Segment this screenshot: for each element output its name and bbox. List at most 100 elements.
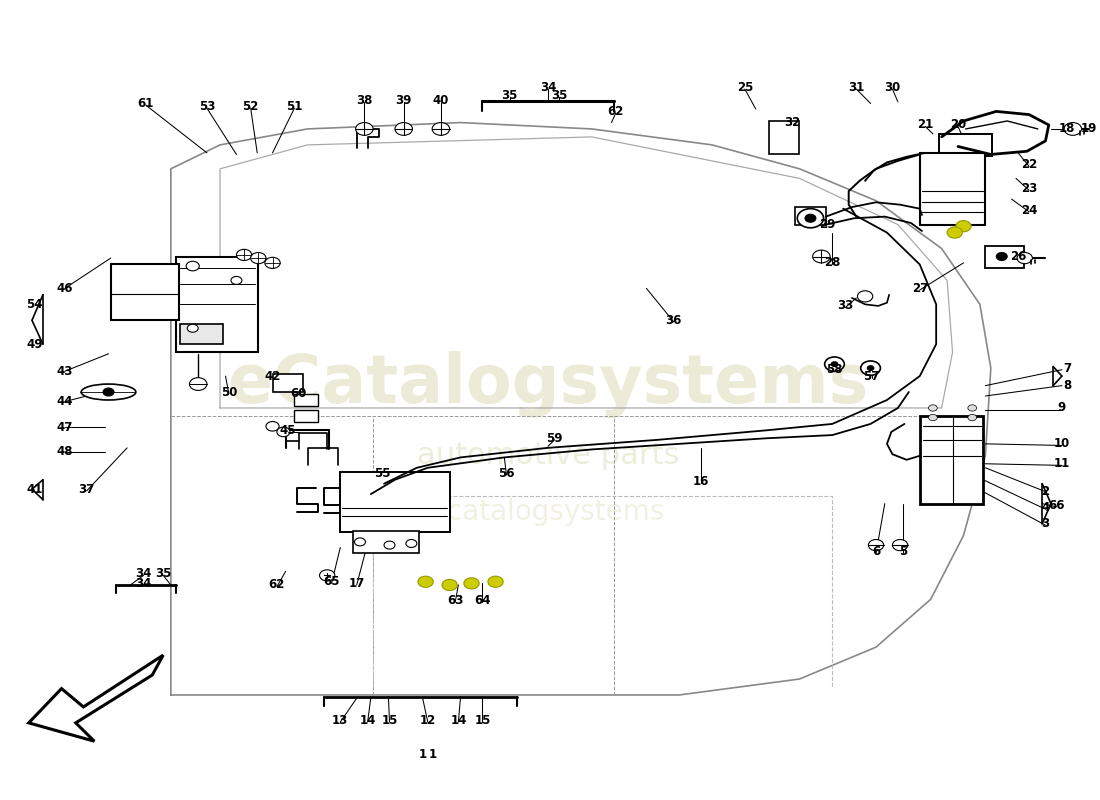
Bar: [273, 374, 304, 392]
Text: 35: 35: [551, 89, 568, 102]
Text: 54: 54: [26, 298, 43, 311]
Text: 37: 37: [78, 482, 95, 496]
Text: 15: 15: [474, 714, 491, 727]
Text: 62: 62: [607, 105, 624, 118]
Bar: [769, 121, 800, 154]
Text: 27: 27: [912, 282, 928, 295]
Text: 15: 15: [382, 714, 398, 727]
Text: 29: 29: [818, 218, 835, 231]
Text: 5: 5: [899, 545, 907, 558]
Text: 10: 10: [1054, 438, 1070, 450]
Bar: [353, 530, 419, 553]
Text: 13: 13: [332, 714, 349, 727]
Text: 8: 8: [1064, 379, 1071, 392]
Circle shape: [805, 214, 816, 222]
Text: 52: 52: [242, 100, 258, 113]
Circle shape: [860, 361, 880, 375]
Bar: [939, 134, 992, 156]
Text: 42: 42: [264, 370, 280, 382]
Circle shape: [277, 427, 290, 437]
Text: 16: 16: [693, 475, 710, 488]
Text: 14: 14: [450, 714, 466, 727]
Text: 51: 51: [286, 100, 302, 113]
Circle shape: [868, 539, 883, 550]
Text: 28: 28: [824, 256, 840, 270]
Circle shape: [798, 209, 824, 228]
Circle shape: [395, 122, 412, 135]
Bar: [295, 394, 318, 406]
Text: eCatalogsystems: eCatalogsystems: [228, 350, 869, 418]
Text: 56: 56: [498, 467, 515, 480]
Circle shape: [813, 250, 830, 263]
Circle shape: [236, 250, 252, 261]
Text: 66: 66: [1048, 498, 1065, 512]
Text: 34: 34: [540, 81, 557, 94]
Circle shape: [956, 221, 971, 232]
Text: 12: 12: [419, 714, 436, 727]
Text: 39: 39: [396, 94, 411, 106]
Circle shape: [968, 405, 977, 411]
Text: 46: 46: [56, 282, 73, 295]
Text: 47: 47: [56, 421, 73, 434]
Circle shape: [103, 388, 114, 396]
Circle shape: [832, 362, 838, 366]
Text: 1: 1: [429, 748, 438, 762]
Text: 58: 58: [826, 363, 843, 376]
Text: 35: 35: [155, 567, 172, 580]
Text: 26: 26: [1010, 250, 1026, 263]
Bar: [295, 410, 318, 422]
Text: 23: 23: [1021, 182, 1037, 195]
Text: 7: 7: [1064, 362, 1071, 374]
Text: 14: 14: [360, 714, 376, 727]
Text: 59: 59: [547, 432, 563, 445]
Text: 35: 35: [502, 89, 518, 102]
Text: 43: 43: [56, 365, 73, 378]
Text: 45: 45: [279, 424, 296, 437]
Text: 18: 18: [1059, 122, 1076, 135]
Text: 38: 38: [356, 94, 373, 106]
Text: 22: 22: [1021, 158, 1037, 171]
Text: 60: 60: [290, 387, 307, 400]
Circle shape: [464, 578, 480, 589]
Bar: [179, 324, 223, 344]
Text: 57: 57: [864, 370, 880, 382]
Circle shape: [968, 414, 977, 421]
Text: 62: 62: [268, 578, 285, 591]
Bar: [176, 257, 258, 352]
Text: 30: 30: [884, 81, 901, 94]
Text: 32: 32: [783, 116, 800, 129]
Circle shape: [947, 227, 962, 238]
Circle shape: [1064, 122, 1081, 135]
Circle shape: [928, 405, 937, 411]
Text: 49: 49: [26, 338, 43, 350]
Text: 1: 1: [418, 748, 427, 762]
Text: 24: 24: [1021, 204, 1037, 217]
Text: 63: 63: [447, 594, 463, 607]
Text: 21: 21: [917, 118, 934, 131]
Text: 34: 34: [135, 567, 152, 580]
Text: automotive parts: automotive parts: [417, 442, 679, 470]
Text: 9: 9: [1058, 402, 1066, 414]
Text: 4: 4: [1042, 501, 1049, 514]
Text: 31: 31: [848, 81, 865, 94]
Text: 2: 2: [1042, 485, 1049, 498]
Bar: [111, 265, 178, 320]
Circle shape: [319, 570, 334, 581]
Bar: [920, 416, 983, 504]
Circle shape: [857, 290, 872, 302]
Circle shape: [488, 576, 503, 587]
Circle shape: [384, 541, 395, 549]
Circle shape: [1018, 253, 1033, 264]
Text: 6: 6: [872, 545, 880, 558]
Circle shape: [997, 253, 1008, 261]
Bar: [986, 246, 1024, 269]
Text: 17: 17: [349, 577, 365, 590]
Text: 40: 40: [432, 94, 449, 106]
Circle shape: [355, 122, 373, 135]
Circle shape: [186, 262, 199, 271]
Text: 33: 33: [837, 299, 854, 313]
Text: 3: 3: [1042, 517, 1049, 530]
Circle shape: [231, 277, 242, 285]
Circle shape: [432, 122, 450, 135]
Text: 65: 65: [323, 575, 340, 588]
